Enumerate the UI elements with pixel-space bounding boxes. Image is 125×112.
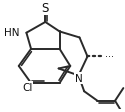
Text: N: N [75, 73, 82, 83]
Text: ···: ··· [105, 52, 114, 62]
Text: Cl: Cl [22, 82, 32, 92]
Text: S: S [42, 2, 49, 15]
Text: HN: HN [4, 28, 20, 38]
